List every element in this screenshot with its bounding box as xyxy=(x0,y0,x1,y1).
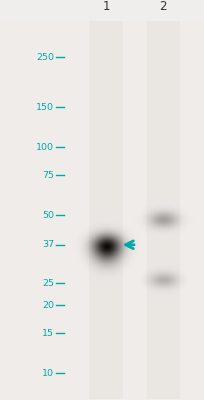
Text: 50: 50 xyxy=(42,211,54,220)
Text: 100: 100 xyxy=(36,143,54,152)
Text: 150: 150 xyxy=(36,103,54,112)
Text: 250: 250 xyxy=(36,53,54,62)
Text: 37: 37 xyxy=(42,240,54,249)
Text: 15: 15 xyxy=(42,329,54,338)
Text: 10: 10 xyxy=(42,369,54,378)
Text: 25: 25 xyxy=(42,279,54,288)
Text: 75: 75 xyxy=(42,171,54,180)
Text: 20: 20 xyxy=(42,301,54,310)
Text: 2: 2 xyxy=(159,0,166,13)
Text: 1: 1 xyxy=(102,0,110,13)
